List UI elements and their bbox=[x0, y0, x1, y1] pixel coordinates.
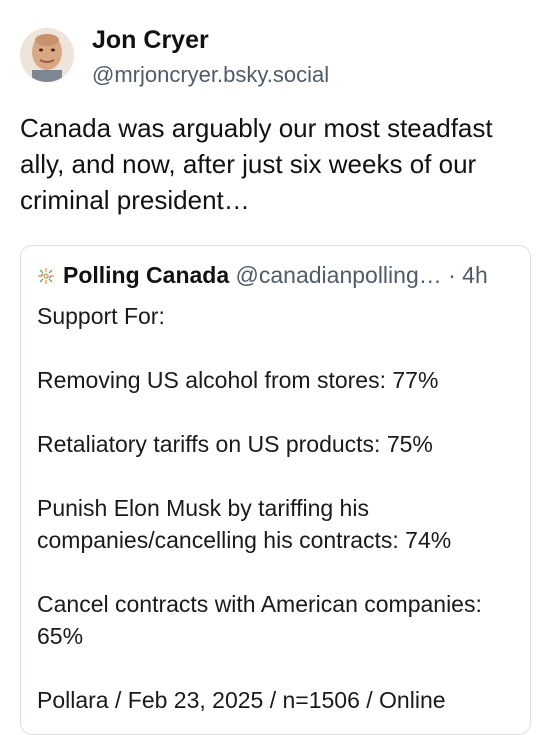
quote-footer: Pollara / Feb 23, 2025 / n=1506 / Online bbox=[37, 687, 446, 713]
author-handle[interactable]: @mrjoncryer.bsky.social bbox=[92, 62, 330, 87]
list-item: Removing US alcohol from stores: 77% bbox=[37, 367, 439, 393]
list-item: Punish Elon Musk by tariffing his compan… bbox=[37, 495, 452, 553]
quote-author-handle[interactable]: @canadianpolling… bbox=[235, 262, 442, 288]
avatar-photo-icon bbox=[20, 28, 74, 82]
list-item: Retaliatory tariffs on US products: 75% bbox=[37, 431, 433, 457]
quote-author-name[interactable]: Polling Canada bbox=[63, 262, 230, 288]
post: Jon Cryer @mrjoncryer.bsky.social Canada… bbox=[20, 26, 531, 735]
quoted-post[interactable]: Polling Canada @canadianpolling… · 4h Su… bbox=[20, 245, 531, 735]
quote-header: Polling Canada @canadianpolling… · 4h bbox=[37, 262, 517, 291]
quote-body: Support For: Removing US alcohol from st… bbox=[37, 300, 515, 716]
avatar[interactable] bbox=[20, 28, 74, 82]
quote-heading: Support For: bbox=[37, 303, 165, 329]
list-item: Cancel contracts with American companies… bbox=[37, 591, 482, 649]
author-name[interactable]: Jon Cryer bbox=[92, 26, 209, 54]
quote-timestamp[interactable]: · 4h bbox=[448, 262, 488, 288]
post-text: Canada was arguably our most steadfast a… bbox=[20, 113, 493, 215]
maple-leaf-icon bbox=[37, 264, 57, 291]
